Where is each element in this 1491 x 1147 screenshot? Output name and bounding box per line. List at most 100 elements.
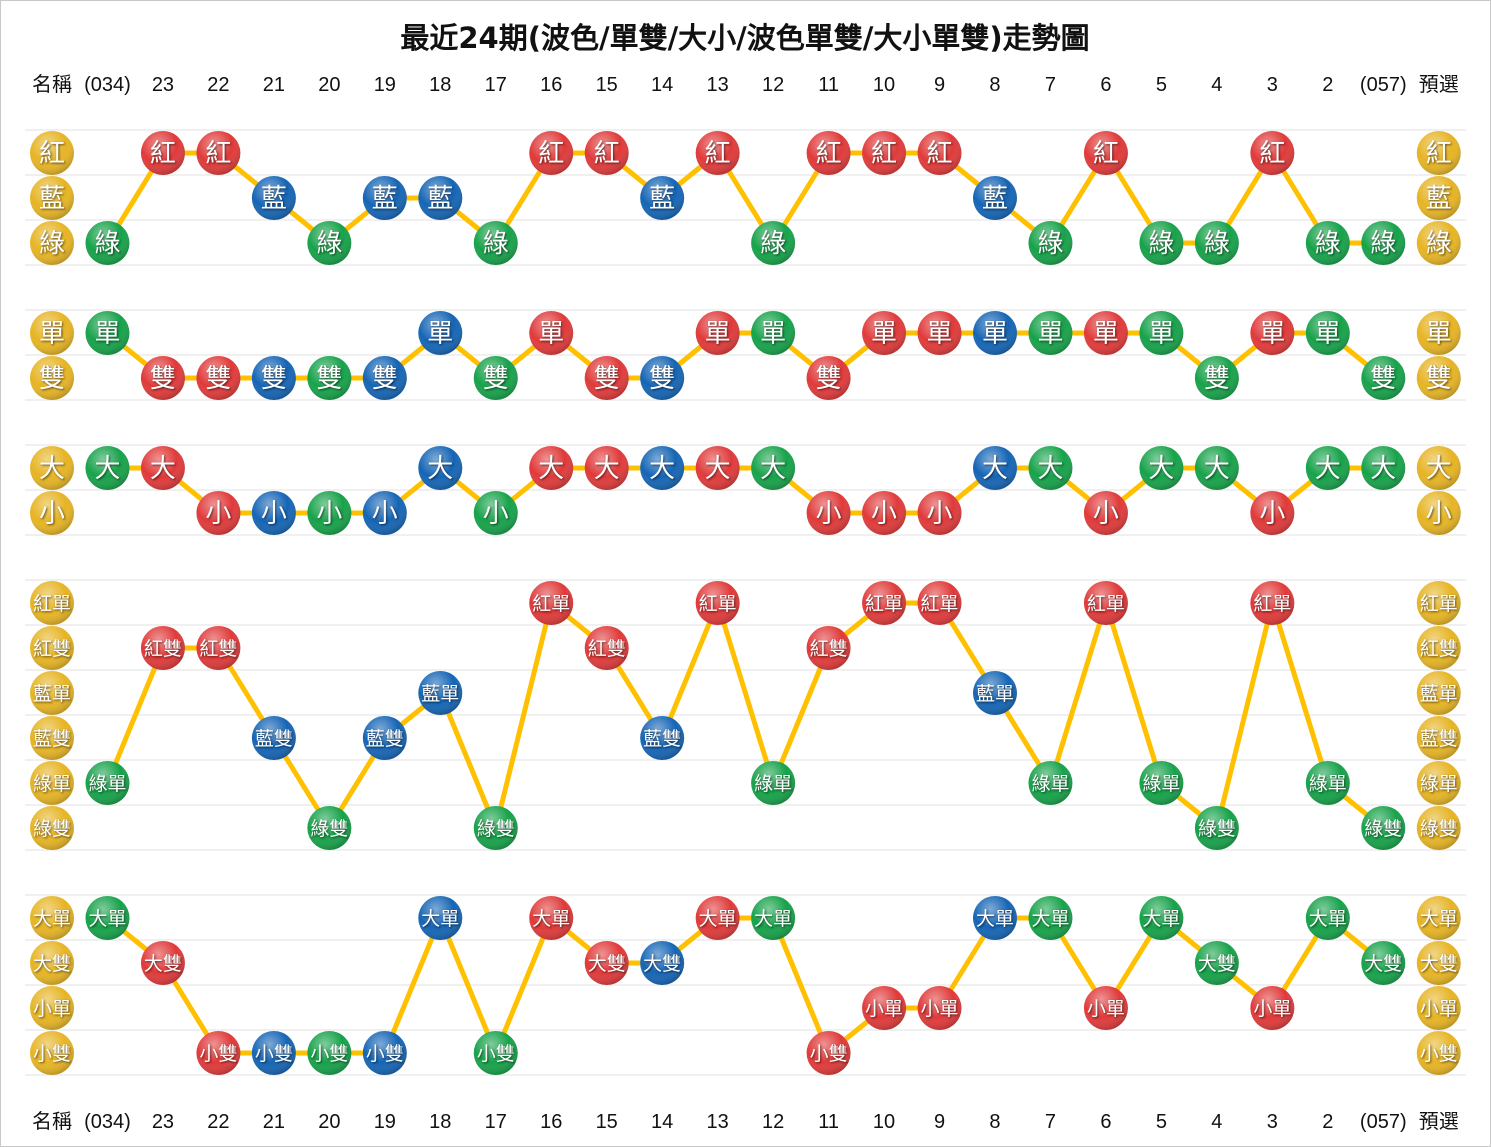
result-ball: 雙 — [140, 356, 185, 400]
column-label: 20 — [318, 1111, 340, 1133]
ball-shine — [251, 176, 296, 220]
result-ball: 紅 — [862, 131, 907, 175]
ball-shine — [1416, 761, 1461, 805]
ball-shine — [473, 356, 518, 400]
ball-text: 紅單 — [1420, 593, 1458, 615]
ball-shine — [307, 1031, 352, 1075]
ball-text: 單 — [1093, 319, 1119, 349]
column-label: 16 — [540, 74, 562, 96]
ball-text: 雙 — [1204, 364, 1230, 394]
preselect-ball: 綠 — [1416, 221, 1461, 265]
ball-text: 紅雙 — [1420, 638, 1458, 660]
result-ball: 小雙 — [307, 1031, 352, 1075]
ball-shine — [418, 446, 463, 490]
ball-text: 紅 — [205, 139, 231, 169]
ball-shine — [1361, 356, 1406, 400]
ball-shine — [418, 311, 463, 355]
ball-text: 小 — [261, 499, 287, 529]
ball-shine — [806, 356, 851, 400]
row-label-ball: 藍雙 — [30, 716, 74, 760]
ball-text: 藍 — [982, 184, 1008, 214]
ball-text: 大單 — [1309, 908, 1347, 930]
ball-shine — [806, 626, 851, 670]
result-ball: 大單 — [1139, 896, 1184, 940]
ball-text: 綠雙 — [33, 818, 71, 840]
ball-shine — [1416, 806, 1461, 850]
result-ball: 小單 — [1083, 986, 1128, 1030]
ball-shine — [30, 491, 74, 535]
column-label: 18 — [429, 74, 451, 96]
result-ball: 小雙 — [196, 1031, 241, 1075]
result-ball: 紅 — [917, 131, 962, 175]
preselect-label: 預選 — [1419, 73, 1459, 96]
result-ball: 藍單 — [418, 671, 463, 715]
result-ball: 小 — [473, 491, 518, 535]
result-ball: 紅 — [1250, 131, 1295, 175]
ball-shine — [1416, 491, 1461, 535]
ball-shine — [917, 311, 962, 355]
result-ball: 紅單 — [862, 581, 907, 625]
ball-shine — [1028, 761, 1073, 805]
ball-text: 綠 — [483, 229, 509, 259]
ball-text: 紅單 — [1253, 593, 1291, 615]
result-ball: 紅 — [695, 131, 740, 175]
column-label: 15 — [596, 1111, 618, 1133]
column-label: 12 — [762, 74, 784, 96]
ball-text: 綠 — [1148, 229, 1174, 259]
result-ball: 單 — [972, 311, 1017, 355]
ball-text: 紅 — [538, 139, 564, 169]
column-label: 6 — [1100, 1111, 1111, 1133]
ball-text: 小單 — [921, 998, 959, 1020]
ball-text: 紅 — [927, 139, 953, 169]
ball-text: 大 — [39, 454, 65, 484]
result-ball: 雙 — [307, 356, 352, 400]
result-ball: 綠單 — [1028, 761, 1073, 805]
column-label: 18 — [429, 1111, 451, 1133]
column-label: 10 — [873, 1111, 895, 1133]
ball-shine — [140, 626, 185, 670]
ball-text: 紅 — [1426, 139, 1452, 169]
ball-shine — [1028, 446, 1073, 490]
result-ball: 雙 — [251, 356, 296, 400]
ball-text: 紅單 — [699, 593, 737, 615]
result-ball: 藍雙 — [251, 716, 296, 760]
ball-text: 單 — [982, 319, 1008, 349]
ball-text: 綠 — [316, 229, 342, 259]
row-label-ball: 大 — [30, 446, 74, 490]
result-ball: 綠雙 — [1361, 806, 1406, 850]
column-label: 17 — [485, 1111, 507, 1133]
ball-text: 單 — [871, 319, 897, 349]
ball-shine — [862, 131, 907, 175]
row-label-ball: 雙 — [30, 356, 74, 400]
result-ball: 藍 — [640, 176, 685, 220]
column-label: 19 — [374, 1111, 396, 1133]
ball-text: 綠單 — [1420, 773, 1458, 795]
ball-shine — [251, 356, 296, 400]
ball-text: 大單 — [421, 908, 459, 930]
ball-shine — [640, 941, 685, 985]
ball-text: 藍單 — [421, 683, 459, 705]
ball-text: 藍雙 — [33, 728, 71, 750]
ball-shine — [751, 221, 796, 265]
result-ball: 綠雙 — [307, 806, 352, 850]
ball-text: 小雙 — [366, 1043, 404, 1065]
ball-text: 小 — [1093, 499, 1119, 529]
result-ball: 綠 — [1194, 221, 1239, 265]
ball-shine — [751, 896, 796, 940]
ball-shine — [1250, 581, 1295, 625]
ball-shine — [1194, 446, 1239, 490]
ball-text: 大 — [538, 454, 564, 484]
column-label: 11 — [818, 74, 839, 96]
ball-shine — [1416, 581, 1461, 625]
name-label: 名稱 — [32, 73, 72, 96]
ball-text: 綠 — [1315, 229, 1341, 259]
result-ball: 紅 — [584, 131, 629, 175]
column-label: 5 — [1156, 74, 1167, 96]
name-label: 名稱 — [32, 1110, 72, 1133]
column-label: 9 — [934, 1111, 945, 1133]
result-ball: 大單 — [751, 896, 796, 940]
ball-shine — [584, 356, 629, 400]
ball-shine — [362, 1031, 407, 1075]
ball-shine — [695, 581, 740, 625]
column-label: 6 — [1100, 74, 1111, 96]
